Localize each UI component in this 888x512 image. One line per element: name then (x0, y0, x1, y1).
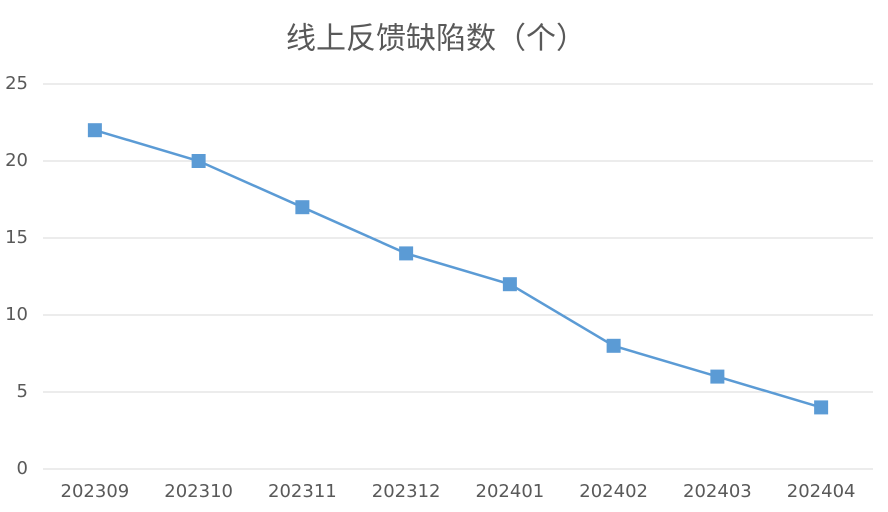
x-tick-label: 202404 (787, 481, 856, 502)
data-marker (502, 277, 517, 292)
y-tick-label: 25 (5, 73, 28, 94)
chart-title: 线上反馈缺陷数（个） (286, 22, 586, 57)
data-marker (87, 123, 102, 138)
data-marker (814, 400, 829, 415)
data-marker (295, 200, 310, 215)
data-marker (191, 154, 206, 168)
x-tick-label: 202310 (164, 481, 233, 502)
x-tick-label: 202312 (372, 481, 441, 502)
data-marker (399, 246, 414, 261)
y-tick-label: 0 (17, 458, 28, 479)
data-marker (606, 338, 621, 353)
data-marker (710, 369, 725, 384)
x-tick-label: 202403 (683, 481, 752, 502)
y-tick-label: 15 (5, 227, 28, 248)
y-tick-label: 20 (5, 150, 28, 171)
y-tick-label: 10 (5, 304, 28, 325)
x-tick-label: 202309 (61, 481, 130, 502)
data-line (94, 129, 822, 409)
x-tick-label: 202401 (476, 481, 545, 502)
y-tick-label: 5 (17, 381, 28, 402)
x-tick-label: 202402 (579, 481, 648, 502)
x-tick-label: 202311 (268, 481, 337, 502)
